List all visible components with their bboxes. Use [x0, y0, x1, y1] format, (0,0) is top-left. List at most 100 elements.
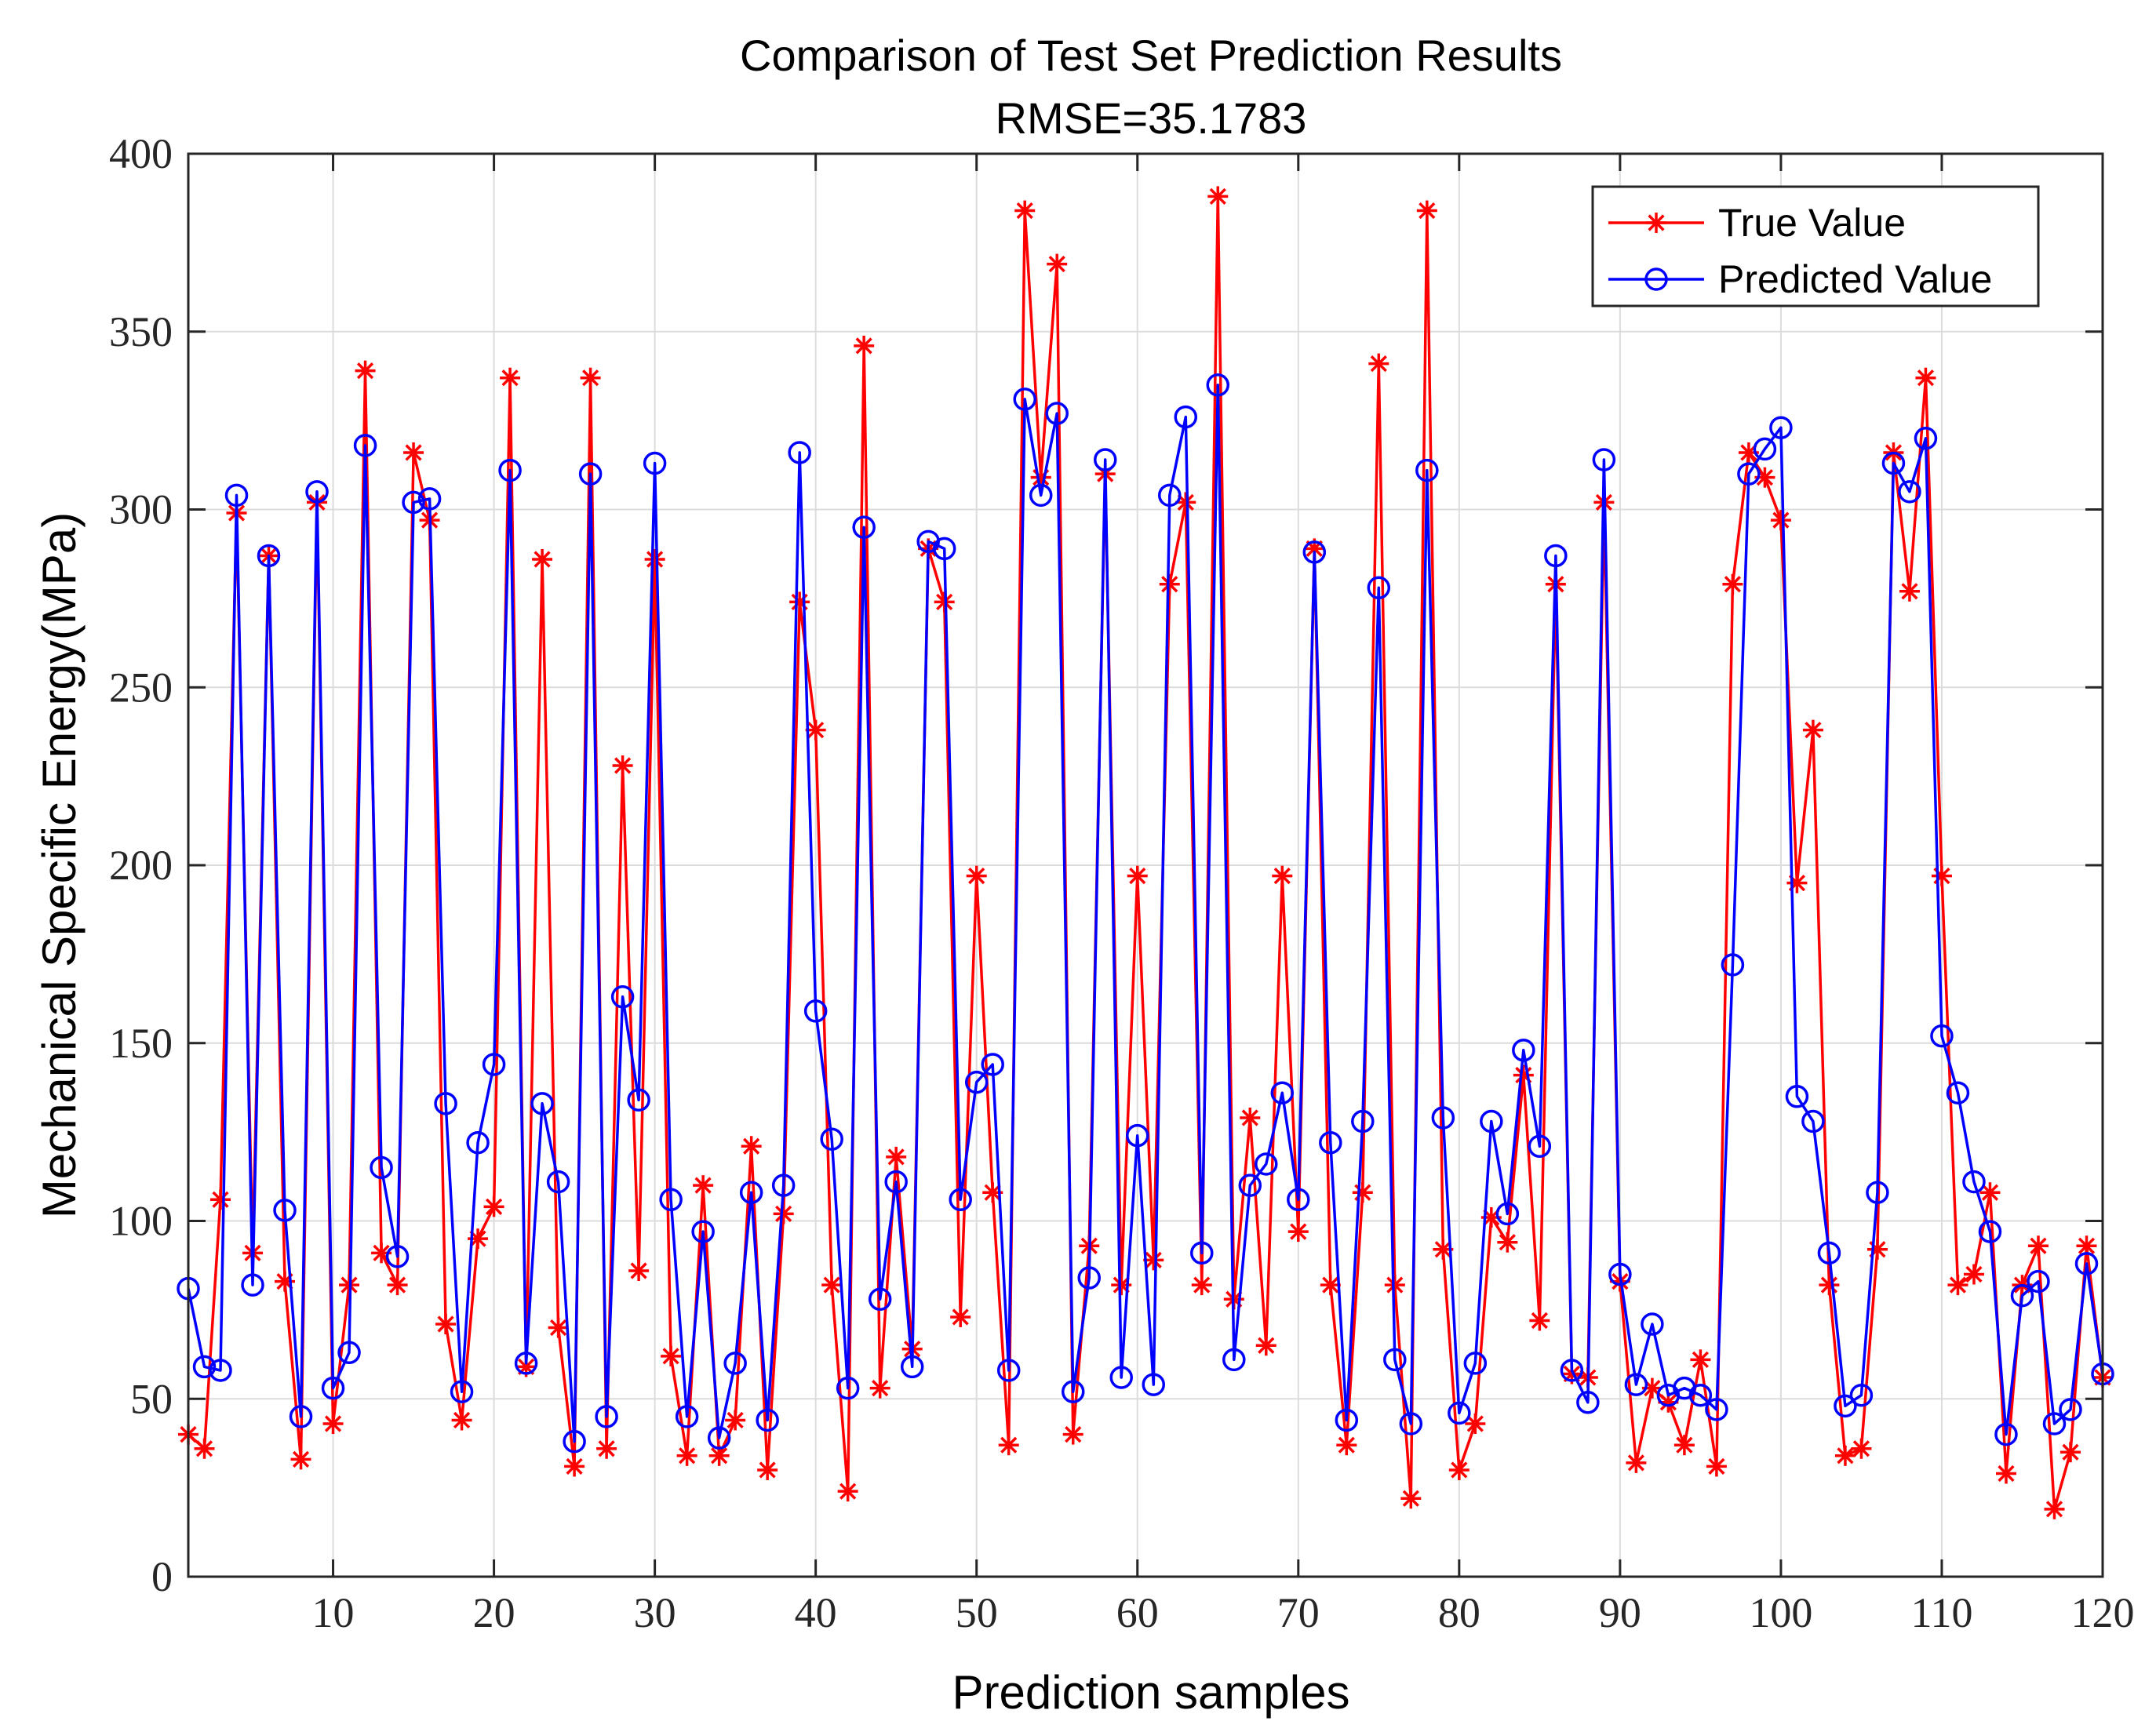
- series-1-point-66: [1222, 1348, 1246, 1372]
- series-0-point-23-stroke-3: [534, 551, 551, 568]
- series-1-point-33: [691, 1220, 715, 1243]
- series-1-point-36: [739, 1181, 763, 1204]
- series-1-point-74: [1351, 1109, 1375, 1133]
- series-1-point-116: [2027, 1269, 2050, 1294]
- series-0-point-70: [1287, 1221, 1309, 1243]
- series-0-point-117-stroke-3: [2045, 1501, 2063, 1518]
- series-0-point-70-stroke-3: [1290, 1223, 1307, 1240]
- series-0-point-30: [644, 548, 665, 569]
- series-0-point-38: [773, 1203, 794, 1224]
- legend-label-predicted-value: Predicted Value: [1718, 257, 1992, 301]
- series-1-point-16: [417, 487, 442, 511]
- legend-entry-predicted-value: Predicted Value: [1608, 257, 1992, 301]
- series-1-point-113: [1978, 1220, 2002, 1243]
- series-0-point-80-stroke-3: [1451, 1461, 1468, 1479]
- series-0-point-37-stroke-3: [759, 1461, 776, 1479]
- series-1-point-78: [1415, 458, 1439, 482]
- series-0-point-41: [821, 1275, 843, 1296]
- series-0-point-109: [1915, 367, 1936, 388]
- y-tick-label-400: 400: [109, 130, 173, 177]
- series-0-point-68: [1255, 1335, 1276, 1356]
- series-0-point-40: [805, 719, 826, 740]
- series-1-point-8: [289, 1405, 313, 1428]
- series-1-point-39: [788, 441, 811, 464]
- series-0-point-100: [1770, 510, 1791, 531]
- series-0-point-24: [548, 1317, 569, 1338]
- series-1-point-103: [1817, 1241, 1841, 1265]
- series-0-point-106: [1866, 1239, 1888, 1260]
- series-1-point-63: [1174, 405, 1198, 429]
- series-1-point-68: [1255, 1152, 1278, 1176]
- series-0-point-49: [950, 1306, 971, 1327]
- legend: True Value Predicted Value: [1591, 185, 2040, 307]
- series-1-point-32: [675, 1405, 699, 1428]
- series-1-point-108: [1898, 480, 1921, 504]
- series-0-point-68-stroke-3: [1258, 1337, 1275, 1354]
- series-1-point-9: [305, 480, 329, 504]
- series-0-point-94: [1673, 1435, 1695, 1456]
- series-0-point-95-stroke-3: [1692, 1351, 1709, 1368]
- series-1-point-20: [482, 1053, 506, 1076]
- series-0-point-93-stroke-3: [1659, 1394, 1677, 1411]
- series-0-point-31: [661, 1345, 682, 1366]
- series-0-point-45-stroke-3: [887, 1148, 905, 1166]
- series-0-point-36-stroke-3: [743, 1137, 760, 1155]
- series-1-point-34: [707, 1426, 731, 1450]
- series-0-point-96: [1706, 1456, 1727, 1477]
- series-0-point-41-stroke-3: [823, 1276, 840, 1294]
- series-0-point-100-stroke-3: [1772, 511, 1790, 529]
- series-0-point-15: [403, 442, 424, 463]
- series-0-point-79: [1433, 1239, 1454, 1260]
- series-1-point-35: [723, 1352, 747, 1375]
- series-0-point-13-stroke-3: [373, 1244, 390, 1261]
- series-0-point-29: [628, 1260, 650, 1281]
- series-line-1: [187, 384, 2104, 1443]
- series-0-point-80: [1448, 1459, 1470, 1480]
- series-1-point-10: [321, 1376, 345, 1400]
- series-0-point-49-stroke-3: [952, 1308, 969, 1326]
- x-axis-label: Prediction samples: [952, 1666, 1350, 1719]
- series-0-point-56-stroke-3: [1065, 1426, 1082, 1443]
- series-0-point-84-stroke-3: [1515, 1066, 1532, 1084]
- series-0-point-75-stroke-3: [1370, 355, 1387, 373]
- series-1-point-117: [2042, 1412, 2067, 1435]
- series-1-point-56: [1061, 1380, 1085, 1403]
- series-0-point-53-stroke-3: [1016, 202, 1033, 220]
- legend-label-true-value: True Value: [1718, 201, 1906, 245]
- series-0-point-111: [1947, 1275, 1968, 1296]
- series-1-point-102: [1801, 1109, 1825, 1133]
- series-0-point-44: [869, 1377, 890, 1399]
- series-0-point-94-stroke-3: [1676, 1436, 1693, 1454]
- series-0-point-31-stroke-3: [662, 1348, 679, 1365]
- series-1-point-69: [1270, 1081, 1295, 1104]
- series-1-point-67: [1238, 1173, 1262, 1197]
- series-1-point-100: [1769, 416, 1793, 439]
- series-1-point-21: [498, 458, 522, 482]
- series-0-point-42-stroke-3: [839, 1483, 857, 1500]
- series-0-point-24-stroke-3: [549, 1319, 567, 1337]
- series-0-point-51-stroke-3: [984, 1184, 1001, 1201]
- series-0-point-60: [1127, 865, 1148, 886]
- series-0-point-65: [1207, 186, 1229, 207]
- series-0-point-73-stroke-3: [1338, 1436, 1355, 1454]
- chart-title: Comparison of Test Set Prediction Result…: [740, 31, 1562, 80]
- series-0-point-50-stroke-3: [968, 868, 985, 885]
- series-0-point-102: [1802, 719, 1823, 740]
- series-1-point-64: [1190, 1241, 1214, 1265]
- series-0-point-27: [596, 1438, 617, 1459]
- x-tick-label-20: 20: [473, 1589, 515, 1636]
- series-0-point-21: [500, 367, 521, 388]
- series-0-point-43: [854, 335, 875, 356]
- x-tick-label-30: 30: [634, 1589, 676, 1636]
- series-1-point-28: [610, 985, 635, 1009]
- series-1-point-105: [1849, 1383, 1874, 1407]
- series-0-point-26: [580, 367, 601, 388]
- series-1-point-26: [578, 462, 603, 486]
- series-0-point-108-stroke-3: [1901, 583, 1918, 600]
- series-0-point-62: [1159, 573, 1180, 595]
- series-1-point-7: [273, 1199, 297, 1222]
- series-0-point-99-stroke-3: [1756, 469, 1774, 486]
- series-1-point-83: [1495, 1202, 1520, 1226]
- series-0-point-29-stroke-3: [630, 1262, 647, 1279]
- series-0-point-61-stroke-3: [1145, 1251, 1162, 1268]
